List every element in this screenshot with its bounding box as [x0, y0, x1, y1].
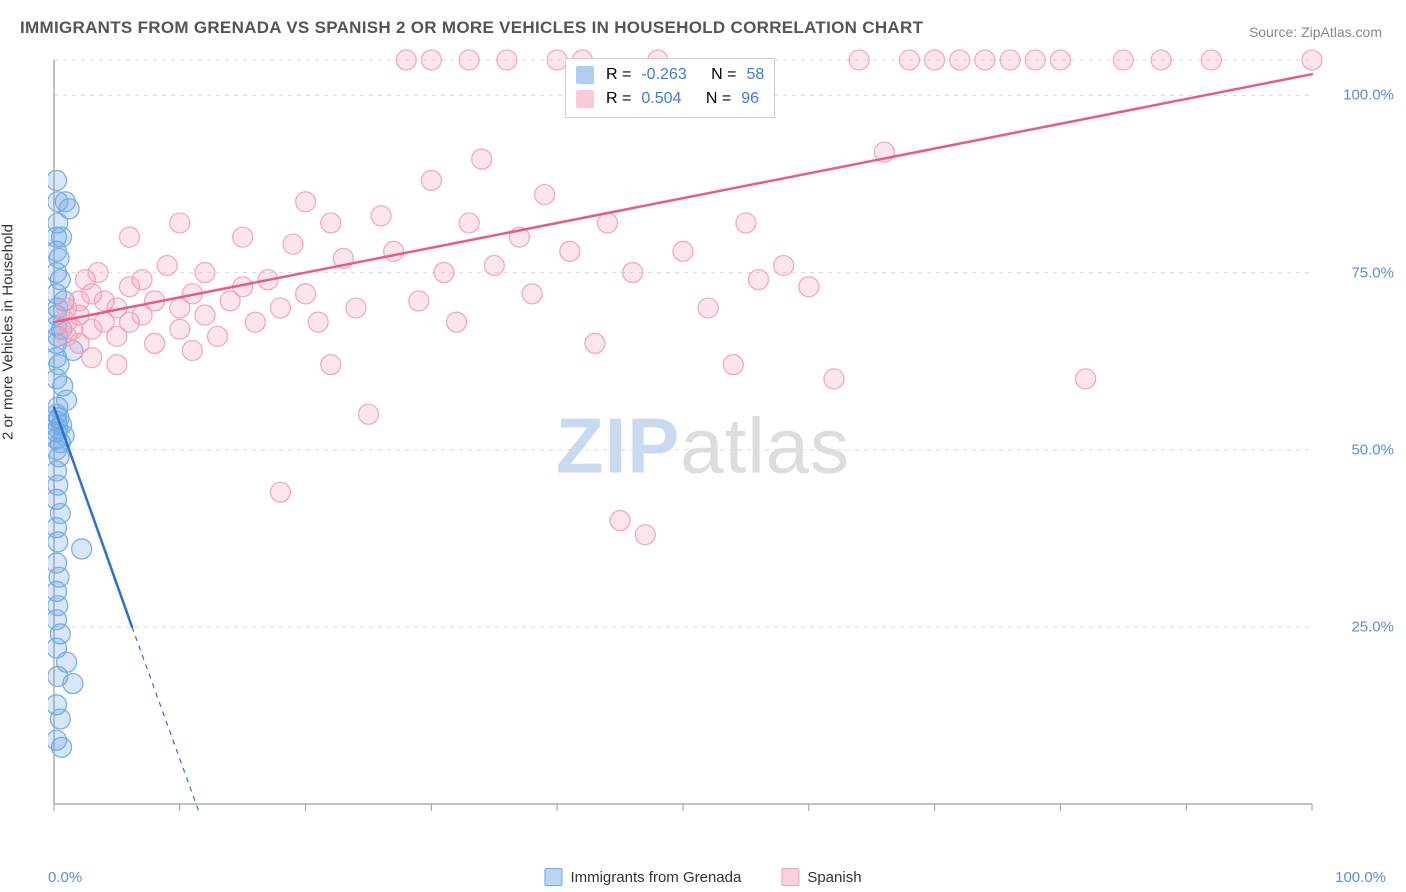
- r-label: R =: [606, 63, 631, 87]
- source-attribution: Source: ZipAtlas.com: [1249, 24, 1382, 40]
- source-label: Source:: [1249, 24, 1297, 40]
- source-link[interactable]: ZipAtlas.com: [1301, 24, 1382, 40]
- n-value: 96: [741, 87, 759, 111]
- y-tick-label: 50.0%: [1351, 441, 1394, 458]
- legend-item: Spanish: [781, 868, 861, 886]
- series-swatch-icon: [576, 66, 594, 84]
- n-label: N =: [711, 63, 736, 87]
- y-tick-label: 25.0%: [1351, 618, 1394, 635]
- scatter-plot: [48, 48, 1382, 838]
- r-label: R =: [606, 87, 631, 111]
- y-tick-label: 75.0%: [1351, 264, 1394, 281]
- series-swatch-icon: [576, 90, 594, 108]
- r-value: 0.504: [641, 87, 681, 111]
- bottom-legend: Immigrants from Grenada Spanish: [544, 868, 861, 886]
- legend-swatch-icon: [544, 868, 562, 886]
- n-label: N =: [706, 87, 731, 111]
- y-tick-label: 100.0%: [1343, 87, 1394, 104]
- n-value: 58: [747, 63, 765, 87]
- legend-item: Immigrants from Grenada: [544, 868, 741, 886]
- legend-swatch-icon: [781, 868, 799, 886]
- stats-row: R = -0.263 N = 58: [576, 63, 764, 87]
- chart-title: IMMIGRANTS FROM GRENADA VS SPANISH 2 OR …: [20, 18, 923, 38]
- r-value: -0.263: [641, 63, 686, 87]
- x-tick-label: 0.0%: [48, 869, 82, 886]
- legend-label: Spanish: [807, 869, 861, 886]
- stats-legend-box: R = -0.263 N = 58 R = 0.504 N = 96: [565, 58, 775, 118]
- stats-row: R = 0.504 N = 96: [576, 87, 764, 111]
- legend-label: Immigrants from Grenada: [570, 869, 741, 886]
- x-tick-label: 100.0%: [1335, 869, 1386, 886]
- y-axis-label: 2 or more Vehicles in Household: [0, 224, 17, 440]
